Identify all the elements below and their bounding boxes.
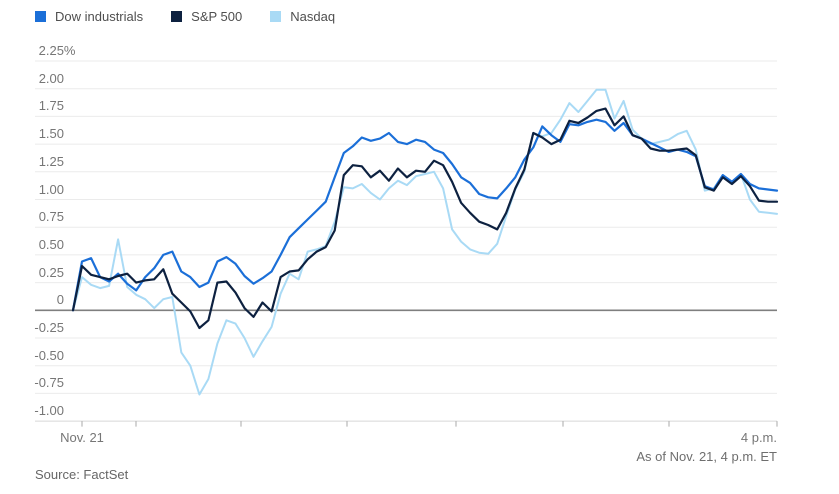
y-axis-label: 1.50 [38, 126, 64, 142]
y-axis-label: -0.50 [34, 347, 64, 363]
legend-swatch-sp500 [171, 11, 183, 22]
x-axis-label-start: Nov. 21 [60, 430, 104, 445]
y-axis-label: -0.25 [34, 320, 64, 335]
x-axis-label-end: 4 p.m. [740, 430, 777, 445]
legend-swatch-nasdaq [270, 11, 282, 22]
legend-label-nasdaq: Nasdaq [290, 9, 336, 24]
source-attribution: Source: FactSet [35, 467, 129, 482]
series-line-nasdaq[interactable] [72, 88, 778, 396]
y-axis-label: 0.25 [38, 264, 64, 280]
legend-item-dow[interactable]: Dow industrials [35, 9, 143, 24]
series-line-sp500[interactable] [71, 107, 779, 330]
y-axis-label: 2.00 [38, 70, 64, 86]
y-axis-label: 1.25 [38, 153, 64, 169]
y-axis-label: 0.50 [38, 236, 64, 252]
y-axis-label: 1.75 [38, 98, 64, 114]
series-line-dow[interactable] [71, 118, 779, 312]
legend-label-sp500: S&P 500 [191, 9, 243, 24]
chart-legend: Dow industrials S&P 500 Nasdaq [35, 9, 335, 24]
as-of-timestamp: As of Nov. 21, 4 p.m. ET [636, 449, 777, 464]
y-axis-label: 0 [56, 292, 64, 308]
legend-item-sp500[interactable]: S&P 500 [171, 9, 242, 24]
y-axis-label: 0.75 [38, 209, 64, 225]
y-axis-label: 1.00 [38, 181, 64, 197]
legend-label-dow: Dow industrials [55, 9, 144, 24]
y-axis-label: -0.75 [34, 375, 64, 391]
legend-item-nasdaq[interactable]: Nasdaq [270, 9, 335, 24]
legend-swatch-dow [35, 11, 46, 22]
y-axis-label: -1.00 [34, 403, 64, 419]
y-axis-label: 2.25% [38, 43, 76, 58]
